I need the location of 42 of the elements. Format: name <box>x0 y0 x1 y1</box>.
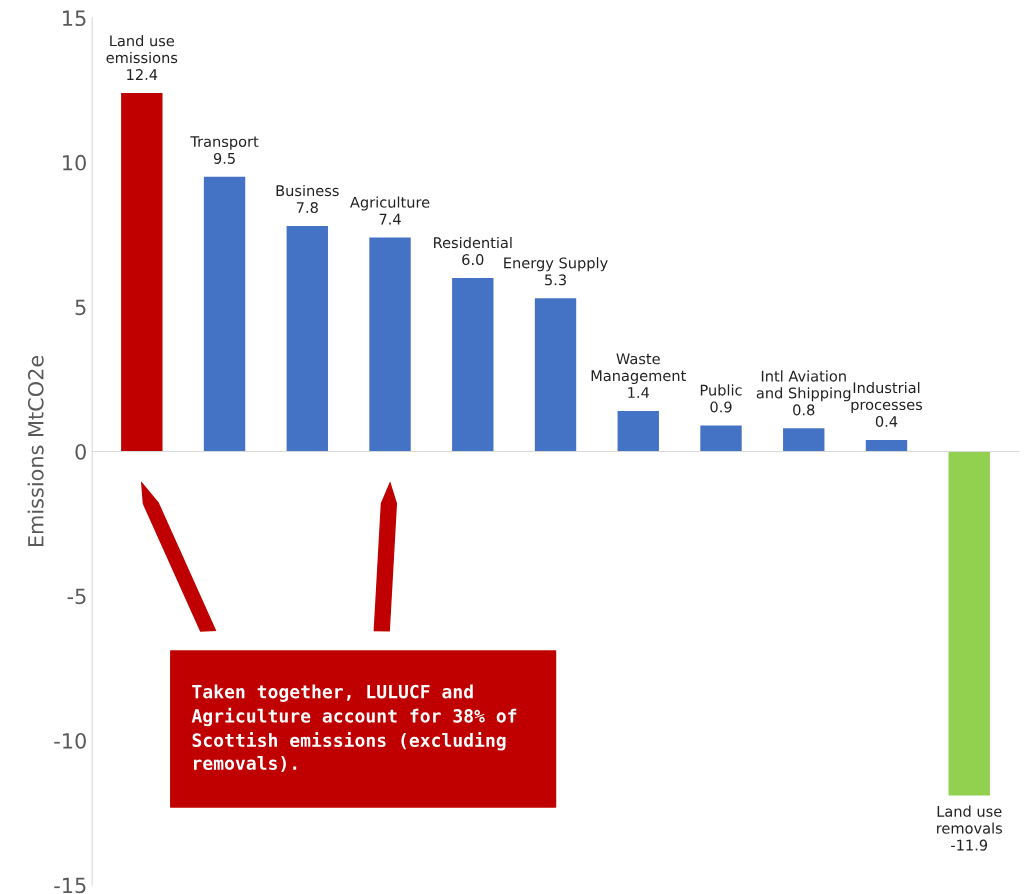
bar <box>617 411 659 452</box>
annotation: Taken together, LULUCF and Agriculture account for 38% of Scottish emissions (excluding removals). <box>191 684 517 773</box>
x-tick-label: Energy Supply <box>504 257 608 272</box>
data-label: 12.4 <box>127 69 158 80</box>
data-label: 7.8 <box>296 202 318 214</box>
bar <box>948 451 990 796</box>
bar <box>700 425 742 452</box>
data-label: 6.0 <box>462 254 484 266</box>
y-tick-label: -5 <box>67 588 86 605</box>
y-tick-label: 0 <box>75 443 86 460</box>
x-tick-label: Public <box>700 384 742 396</box>
y-tick-label: 10 <box>63 154 86 171</box>
bar <box>452 278 494 452</box>
y-tick-label: -10 <box>54 732 86 749</box>
bar <box>203 176 246 452</box>
data-label: 5.3 <box>545 274 566 286</box>
data-label: 7.4 <box>379 213 401 225</box>
bar <box>369 237 411 452</box>
data-label: 0.4 <box>875 415 898 427</box>
bar <box>534 298 577 452</box>
x-tick-label: Residential <box>434 236 512 249</box>
x-tick-label: Business <box>276 184 339 197</box>
bar <box>286 226 328 452</box>
bar <box>121 93 163 452</box>
x-tick-label: Land use removals <box>937 805 1003 834</box>
data-label: 0.9 <box>710 401 732 413</box>
x-tick-label: Land use emissions <box>106 35 178 64</box>
x-tick-label: Transport <box>190 136 259 150</box>
data-label: 0.8 <box>793 404 815 416</box>
data-label: -11.9 <box>951 839 988 851</box>
data-label: 1.4 <box>628 387 650 398</box>
y-tick-label: 5 <box>75 299 86 316</box>
y-tick-label: -15 <box>54 877 86 894</box>
x-tick-label: Agriculture <box>350 196 430 211</box>
y-tick-label: 15 <box>63 10 86 27</box>
x-tick-label: Industrial processes <box>851 381 923 413</box>
x-tick-label: Intl Aviation and Shipping <box>756 370 851 402</box>
bar <box>865 439 908 452</box>
data-label: 9.5 <box>213 152 235 164</box>
x-tick-label: Waste Management <box>591 353 686 384</box>
bar <box>783 428 825 452</box>
y-axis-title: Emissions MtCO2e <box>27 355 44 547</box>
